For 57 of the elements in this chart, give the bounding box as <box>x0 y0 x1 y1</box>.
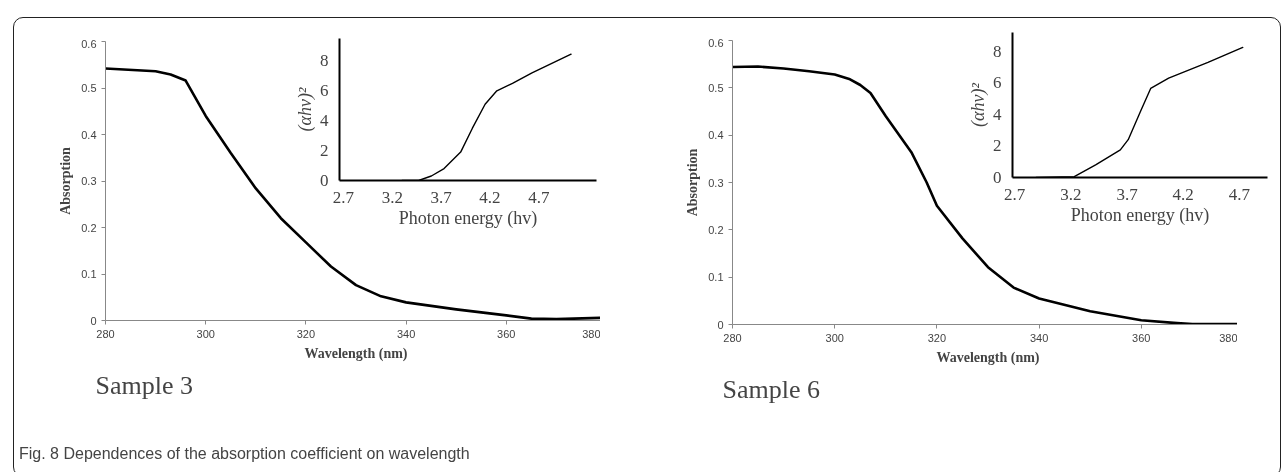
y-tick-label: 0.5 <box>81 82 97 94</box>
y-tick-label: 0.1 <box>708 271 724 284</box>
x-tick-label: 380 <box>582 327 601 340</box>
y-tick-label: 0 <box>320 171 329 190</box>
x-tick-label: 280 <box>723 331 742 344</box>
y-tick-label: 0.6 <box>81 37 97 50</box>
y-tick-label: 0.3 <box>708 176 724 189</box>
x-tick-label: 3.2 <box>1060 184 1082 204</box>
caption: Fig. 8 Dependences of the absorption coefficient on wavelength <box>19 444 470 464</box>
y-tick-label: 0.3 <box>81 175 97 187</box>
y-tick-label: 0.2 <box>708 223 724 236</box>
y-tick-label: 0.6 <box>708 36 724 49</box>
x-tick-label: 360 <box>1132 331 1151 344</box>
x-tick-label: 360 <box>497 327 516 340</box>
y-axis-title: (αhv)² <box>295 86 316 132</box>
y-axis-title: Absorption <box>58 146 74 215</box>
x-tick-label: 320 <box>927 331 947 344</box>
y-tick-label: 0.4 <box>81 128 97 141</box>
x-tick-label: 4.2 <box>479 187 501 207</box>
y-tick-label: 4 <box>993 104 1002 124</box>
y-axis-title: (αhv)² <box>968 82 989 127</box>
x-tick-label: 340 <box>396 327 416 340</box>
y-tick-label: 0.2 <box>81 221 97 234</box>
x-tick-label: 3.2 <box>381 187 403 207</box>
x-tick-label: 300 <box>196 327 215 340</box>
y-tick-label: 0.5 <box>708 81 724 94</box>
x-tick-label: 340 <box>1029 331 1049 344</box>
x-tick-label: 3.7 <box>430 187 453 207</box>
x-tick-label: 3.7 <box>1116 184 1139 204</box>
x-axis-title: Photon energy (hv) <box>1070 204 1210 226</box>
x-tick-label: 2.7 <box>332 187 355 207</box>
x-tick-label: 380 <box>1219 331 1238 344</box>
y-tick-label: 0.4 <box>708 129 724 142</box>
x-tick-label: 4.7 <box>528 187 550 207</box>
y-tick-label: 0 <box>717 318 724 331</box>
y-tick-label: 8 <box>993 41 1002 61</box>
text: Sample 6 <box>722 374 820 404</box>
y-tick-label: 2 <box>993 136 1002 156</box>
y-tick-label: 4 <box>320 111 329 131</box>
x-axis-title: Wavelength (nm) <box>304 345 408 362</box>
y-tick-label: 8 <box>320 51 329 71</box>
y-tick-label: 2 <box>320 141 329 161</box>
x-tick-label: 280 <box>96 327 115 340</box>
y-tick-label: 0 <box>90 314 97 327</box>
y-axis-title: Absorption <box>685 148 701 217</box>
x-tick-label: 4.2 <box>1172 184 1194 204</box>
x-tick-label: 2.7 <box>1004 184 1026 204</box>
x-tick-label: 300 <box>825 331 844 344</box>
y-tick-label: 0.1 <box>81 268 97 280</box>
x-axis-title: Photon energy (hv) <box>398 207 538 229</box>
x-tick-label: 4.7 <box>1228 184 1251 204</box>
x-axis-title: Wavelength (nm) <box>936 349 1040 366</box>
x-tick-label: 320 <box>296 327 316 340</box>
text: Sample 3 <box>95 370 193 400</box>
y-tick-label: 6 <box>993 73 1002 93</box>
y-tick-label: 6 <box>320 81 329 101</box>
y-tick-label: 0 <box>993 168 1002 187</box>
